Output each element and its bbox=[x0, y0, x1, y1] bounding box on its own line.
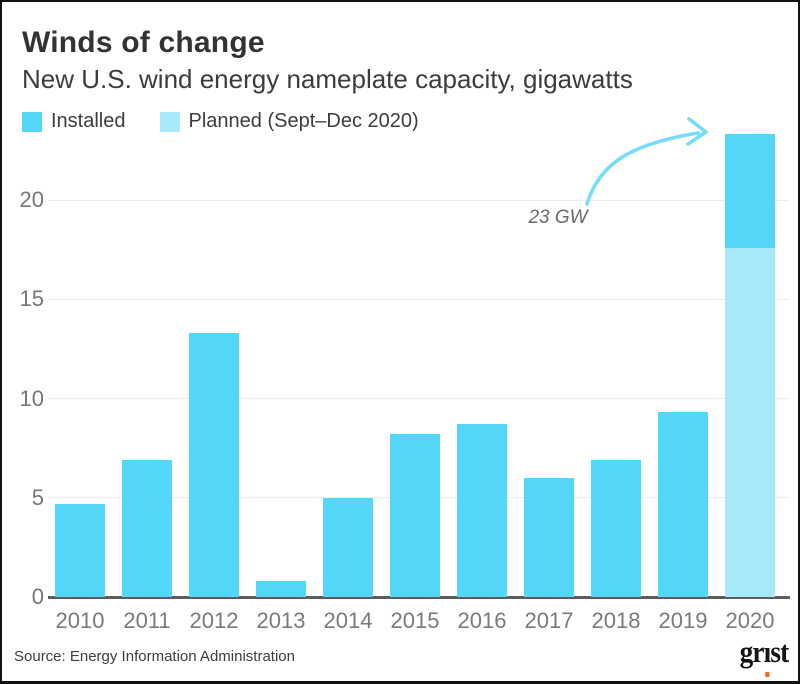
legend-label-installed: Installed bbox=[51, 110, 126, 132]
bar-2016-installed bbox=[457, 424, 507, 597]
legend-item-planned: Planned (Sept–Dec 2020) bbox=[159, 110, 419, 133]
logo-orange-dot bbox=[764, 672, 770, 677]
chart-title: Winds of change bbox=[22, 26, 265, 59]
x-axis-tick-2010: 2010 bbox=[55, 608, 105, 633]
grist-logo: grı st bbox=[739, 634, 789, 677]
chart-subtitle: New U.S. wind energy nameplate capacity,… bbox=[22, 64, 633, 94]
x-axis-tick-2018: 2018 bbox=[591, 608, 641, 633]
bar-2020-installed bbox=[725, 134, 775, 248]
bar-2015-installed bbox=[390, 434, 440, 597]
legend-item-installed: Installed bbox=[22, 110, 126, 133]
y-axis-tick-15: 15 bbox=[19, 286, 44, 312]
x-axis-tick-2019: 2019 bbox=[658, 608, 708, 633]
legend-label-planned: Planned (Sept–Dec 2020) bbox=[188, 110, 419, 132]
bar-2011-installed bbox=[122, 460, 172, 597]
bar-2014-installed bbox=[323, 497, 373, 597]
x-axis-tick-2017: 2017 bbox=[524, 608, 574, 633]
x-axis-tick-2016: 2016 bbox=[457, 608, 507, 633]
annotation-label: 23 GW bbox=[528, 207, 588, 228]
bar-2017-installed bbox=[524, 477, 574, 597]
x-axis-tick-2015: 2015 bbox=[390, 608, 440, 633]
x-axis-tick-2012: 2012 bbox=[189, 608, 239, 633]
x-axis-tick-2013: 2013 bbox=[256, 608, 306, 633]
bar-2010-installed bbox=[55, 503, 105, 597]
source-credit: Source: Energy Information Administratio… bbox=[14, 648, 295, 665]
gridline-10 bbox=[48, 398, 790, 399]
chart-legend: Installed Planned (Sept–Dec 2020) bbox=[22, 110, 419, 133]
gridline-15 bbox=[48, 298, 790, 300]
legend-swatch-installed bbox=[22, 111, 42, 132]
y-axis-tick-20: 20 bbox=[19, 187, 44, 212]
y-axis-tick-10: 10 bbox=[19, 385, 44, 411]
bar-2019-installed bbox=[658, 412, 708, 597]
logo-letter-i: ı bbox=[763, 634, 771, 677]
x-axis-tick-2014: 2014 bbox=[323, 608, 373, 633]
x-axis-tick-2011: 2011 bbox=[123, 608, 171, 633]
gridline-20 bbox=[48, 199, 790, 201]
x-axis-tick-2020: 2020 bbox=[725, 608, 775, 633]
bar-2012-installed bbox=[189, 332, 239, 597]
bar-2018-installed bbox=[591, 460, 641, 597]
legend-swatch-planned bbox=[159, 111, 180, 132]
y-axis-tick-5: 5 bbox=[31, 484, 44, 510]
y-axis-tick-0: 0 bbox=[31, 584, 44, 609]
x-axis-line bbox=[48, 596, 790, 599]
bar-2020-planned bbox=[725, 247, 775, 597]
bar-2013-installed bbox=[256, 581, 306, 597]
